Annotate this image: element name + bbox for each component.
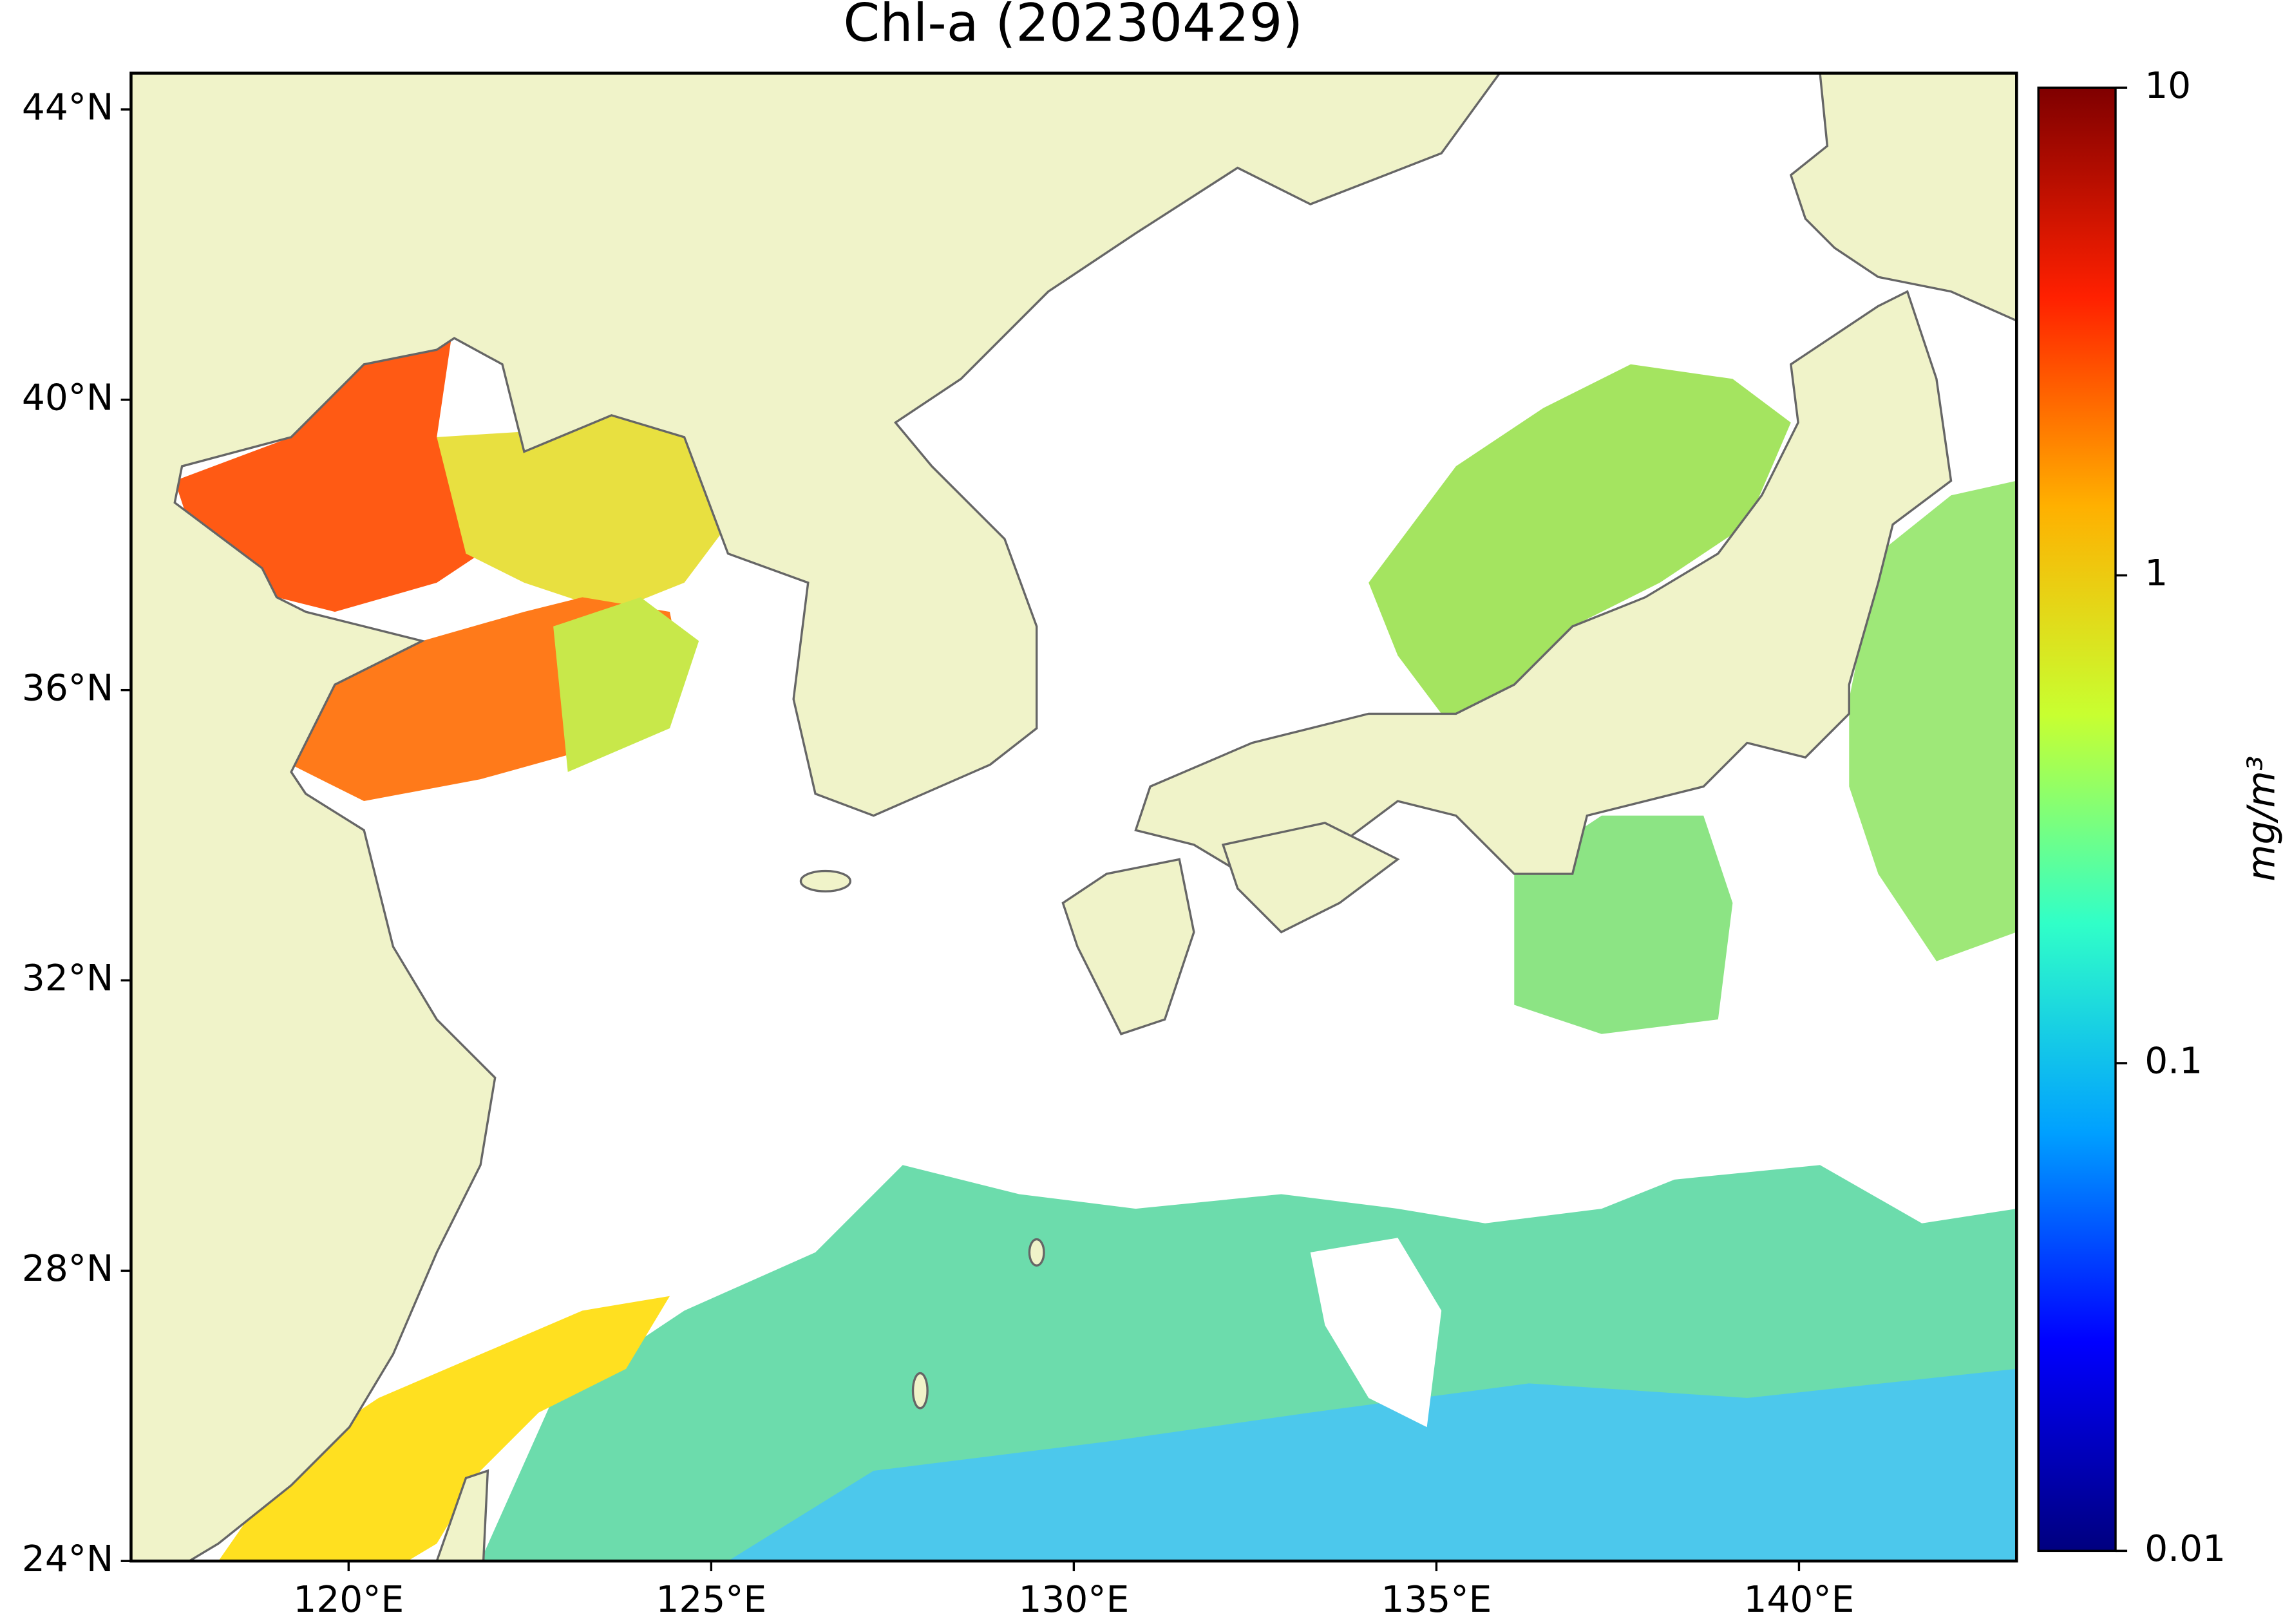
taiwan-strait-patch xyxy=(218,1296,670,1562)
colorbar-tick-label: 10 xyxy=(2145,65,2191,107)
kyushu xyxy=(1061,858,1195,1035)
y-tick-label: 32°N xyxy=(22,958,113,999)
land xyxy=(131,73,2017,1562)
x-tick-label: 130°E xyxy=(1018,1579,1129,1621)
colorbar-tick-label: 1 xyxy=(2145,552,2168,594)
x-tick-label: 135°E xyxy=(1381,1579,1492,1621)
yellow-sea-east-patch xyxy=(553,597,699,772)
pacific-north-patch xyxy=(1849,480,2017,961)
colorbar-tick-label: 0.1 xyxy=(2145,1041,2202,1082)
amami xyxy=(1028,1238,1045,1267)
chlorophyll-field xyxy=(175,338,2017,1562)
y-tick-label: 24°N xyxy=(22,1538,113,1580)
y-tick-label: 44°N xyxy=(22,87,113,129)
okinawa xyxy=(911,1372,929,1410)
colorbar xyxy=(2037,86,2117,1553)
hokkaido xyxy=(1789,73,2017,322)
x-tick-label: 125°E xyxy=(656,1579,766,1621)
cloud-gap xyxy=(1310,1238,1442,1428)
asian-mainland xyxy=(131,73,1501,1562)
x-tick-label: 140°E xyxy=(1744,1579,1855,1621)
japan-sea-patch xyxy=(1369,364,1791,714)
y-tick-label: 28°N xyxy=(22,1248,113,1290)
x-tick-label: 120°E xyxy=(293,1579,404,1621)
jeju xyxy=(799,869,852,892)
open-ocean-patch xyxy=(728,1368,2017,1562)
colorbar-tick-label: 0.01 xyxy=(2145,1528,2226,1570)
shikoku xyxy=(1221,822,1400,934)
map-area xyxy=(131,73,2017,1562)
bohai-patch xyxy=(175,338,481,612)
y-tick-label: 36°N xyxy=(22,667,113,709)
korea-bay-patch xyxy=(437,415,728,612)
taiwan xyxy=(435,1469,489,1562)
map-title: Chl-a (20230429) xyxy=(843,0,1303,54)
honshu xyxy=(1134,290,1953,890)
colorbar-label: mg/m³ xyxy=(2239,756,2283,882)
y-tick-label: 40°N xyxy=(22,377,113,419)
